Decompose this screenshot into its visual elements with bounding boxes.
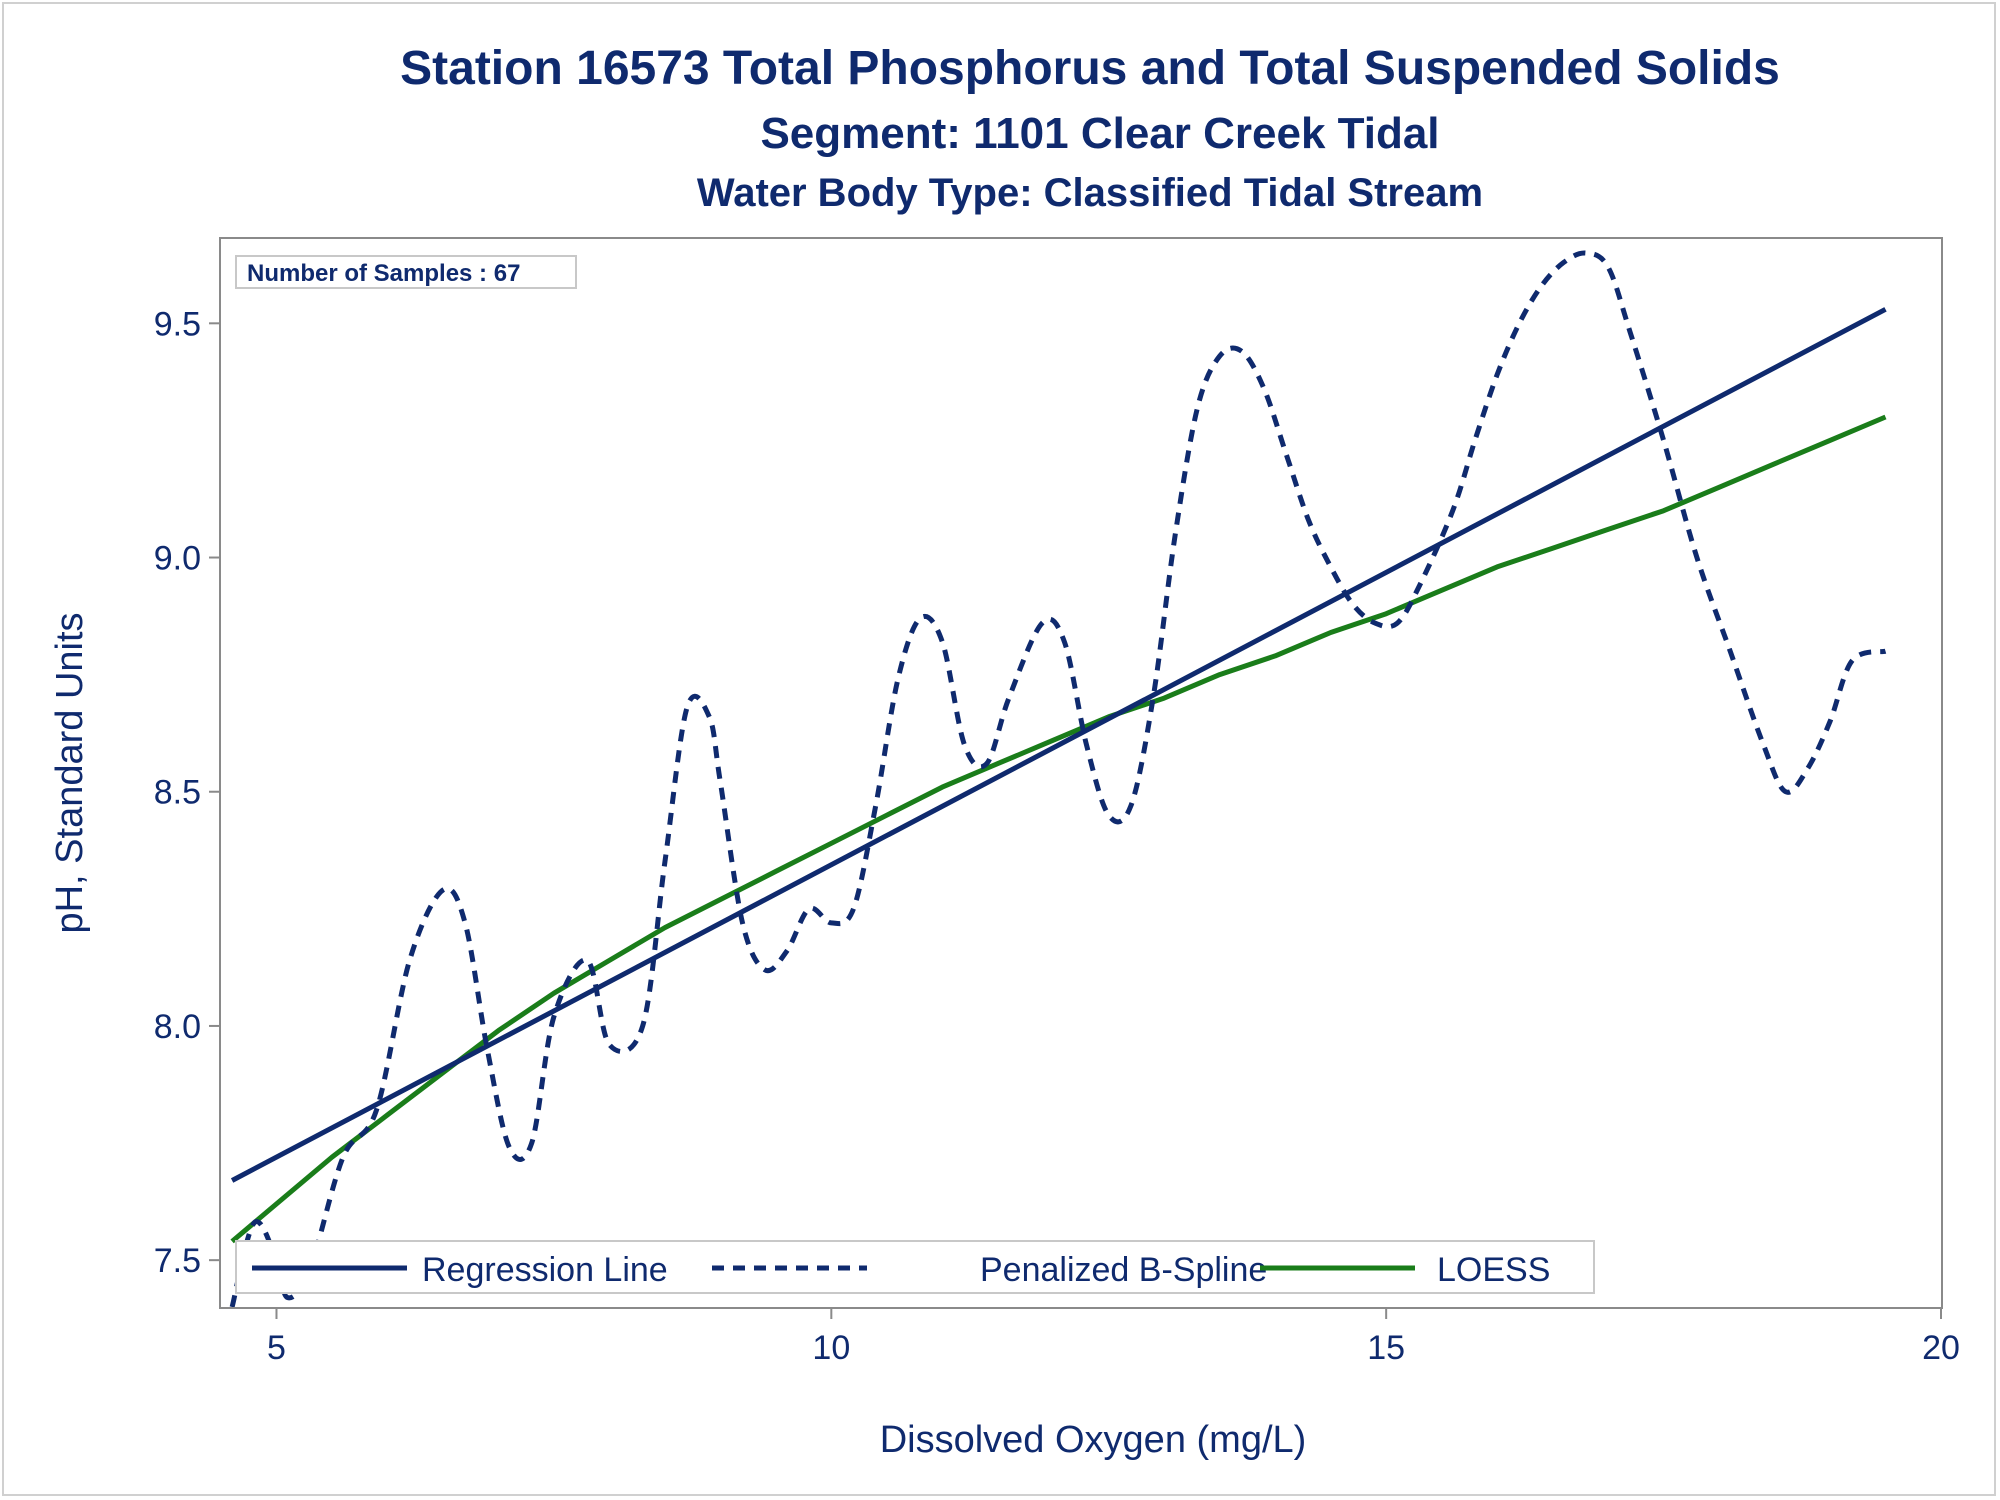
y-tick-label: 7.5 [154,1242,201,1280]
y-tick-label: 9.0 [154,540,201,578]
x-tick-label: 20 [1922,1329,1960,1367]
legend-items: Regression Line Penalized B-Spline LOESS [252,1251,1550,1289]
legend-label: Regression Line [422,1251,668,1289]
plot-area [219,237,1943,1309]
y-tick-label: 8.0 [154,1008,201,1046]
x-tick-label: 10 [812,1329,850,1367]
x-axis: 5 10 15 20 [267,1307,1960,1367]
y-tick-label: 9.5 [154,305,201,343]
sample-count-label: Number of Samples : 67 [247,260,520,287]
y-axis: 7.5 8.0 8.5 9.0 9.5 [154,305,221,1280]
sample-count-box [235,255,577,289]
x-tick-label: 15 [1367,1329,1405,1367]
y-tick-label: 8.5 [154,774,201,812]
y-axis-label: pH, Standard Units [49,612,91,933]
x-tick-label: 5 [267,1329,286,1367]
chart-subtitle: Segment: 1101 Clear Creek Tidal [760,109,1439,158]
series-loess [230,414,1887,1244]
x-axis-label: Dissolved Oxygen (mg/L) [880,1419,1307,1461]
series-penalized-b-spline [229,250,1887,1307]
legend-label: LOESS [1437,1251,1550,1289]
legend-label: Penalized B-Spline [980,1251,1267,1289]
chart-title: Station 16573 Total Phosphorus and Total… [400,42,1780,95]
series-layer [229,250,1887,1307]
chart-subtitle-2: Water Body Type: Classified Tidal Stream [697,171,1483,215]
legend [235,1240,1595,1294]
series-regression-line [230,307,1887,1183]
